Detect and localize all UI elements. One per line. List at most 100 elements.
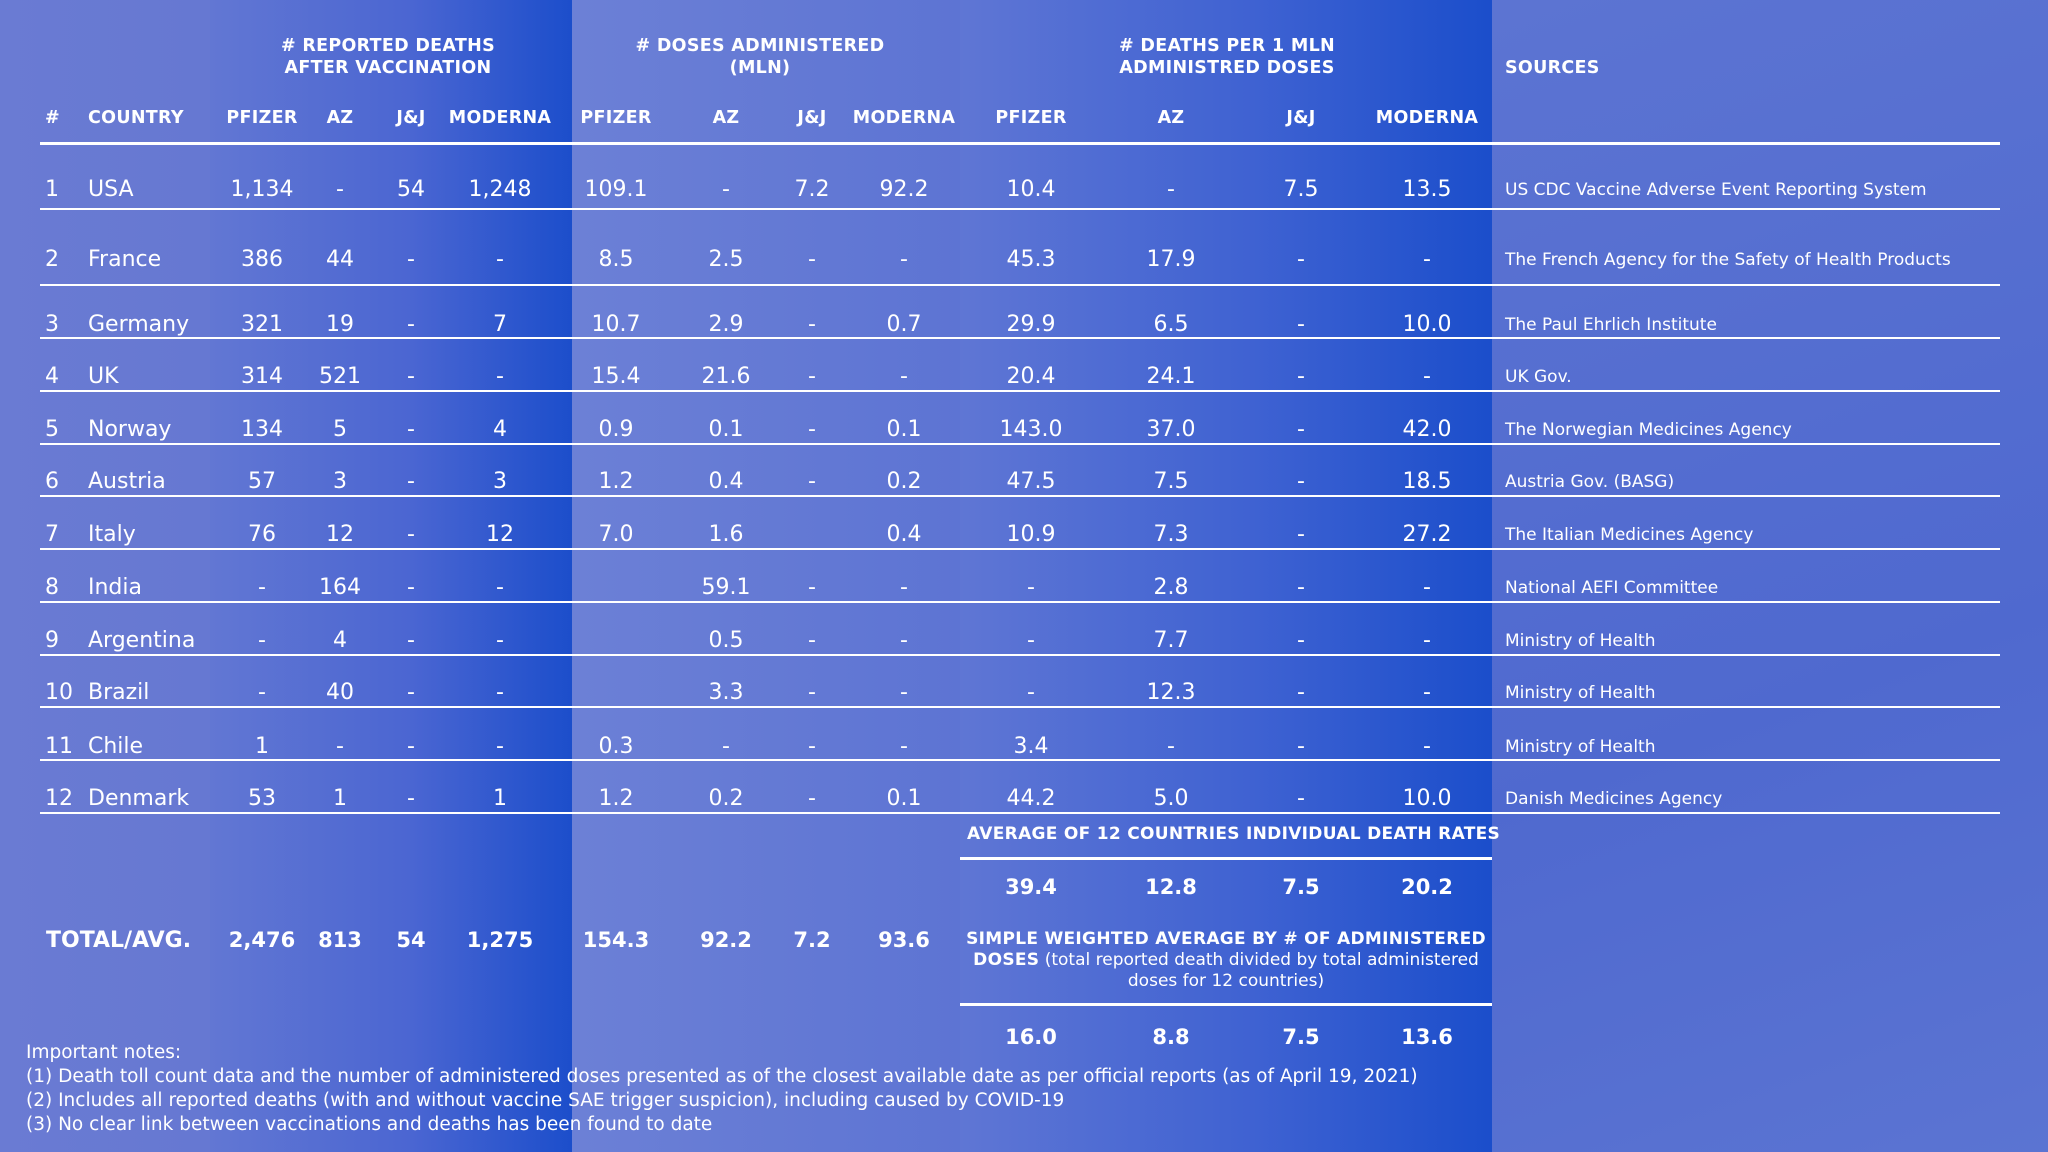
deaths-moderna-cell: - [496,628,504,653]
row-divider [40,337,2000,339]
deaths-az-cell: 40 [326,680,354,705]
deaths-moderna-cell: 7 [493,312,507,337]
deaths-pfizer-cell: 386 [241,247,283,272]
column-header-num: # [45,108,60,128]
deaths-moderna-cell: 4 [493,417,507,442]
deaths-az-cell: 19 [326,312,354,337]
totals-label: TOTAL/AVG. [46,928,192,953]
deaths-az-cell: 1 [333,786,347,811]
column-header-doses-pfizer: PFIZER [580,108,652,128]
note-2: (2) Includes all reported deaths (with a… [26,1090,1065,1111]
source-cell: The Norwegian Medicines Agency [1505,420,1792,440]
rate-pfizer-cell: 45.3 [1006,247,1056,272]
rate-moderna-cell: - [1423,628,1431,653]
weighted-average-title: SIMPLE WEIGHTED AVERAGE BY # OF ADMINIST… [966,929,1486,949]
doses-moderna-cell: - [900,734,908,759]
row-number: 10 [45,680,73,705]
note-1: (1) Death toll count data and the number… [26,1066,1418,1087]
weighted-average-jj: 7.5 [1282,1025,1320,1049]
rate-pfizer-cell: - [1027,628,1035,653]
rate-az-cell: 2.8 [1153,575,1189,600]
country-name: Germany [88,312,190,337]
rate-pfizer-cell: 44.2 [1006,786,1056,811]
doses-pfizer-cell: 0.9 [598,417,634,442]
row-number: 11 [45,734,73,759]
doses-jj-cell: - [808,628,816,653]
row-divider [40,812,2000,814]
deaths-pfizer-cell: 314 [241,364,283,389]
weighted-average-az: 8.8 [1152,1025,1190,1049]
deaths-moderna-cell: 1,248 [468,177,532,202]
country-name: Brazil [88,680,150,705]
doses-moderna-cell: 0.7 [886,312,922,337]
group-header-sources: SOURCES [1505,58,1600,78]
column-header-deaths-jj: J&J [396,108,426,128]
source-cell: Ministry of Health [1505,737,1656,757]
column-header-doses-az: AZ [712,108,740,128]
header-divider [40,142,2000,145]
weighted-average-note-2: doses for 12 countries) [1127,971,1325,991]
background-left-band [0,0,210,1152]
country-name: Denmark [88,786,190,811]
background-doses-band [572,0,960,1152]
country-name: USA [88,177,134,202]
simple-average-moderna: 20.2 [1401,875,1453,899]
rate-az-cell: 24.1 [1146,364,1196,389]
deaths-moderna-cell: - [496,734,504,759]
group-header-rate-line2: ADMINISTRED DOSES [1119,58,1335,78]
source-cell: The Italian Medicines Agency [1505,525,1754,545]
doses-az-cell: - [722,734,730,759]
deaths-moderna-cell: - [496,575,504,600]
weighted-average-pfizer: 16.0 [1005,1025,1057,1049]
doses-az-cell: 0.5 [708,628,744,653]
rate-pfizer-cell: 47.5 [1006,469,1056,494]
weighted-average-note-1: (total reported death divided by total a… [1044,950,1479,970]
deaths-jj-cell: - [407,247,415,272]
doses-jj-cell: - [808,312,816,337]
group-header-doses-line1: # DOSES ADMINISTERED [635,36,885,56]
deaths-jj-cell: - [407,469,415,494]
doses-moderna-cell: - [900,575,908,600]
country-name: Argentina [88,628,196,653]
column-header-deaths-az: AZ [326,108,354,128]
rate-jj-cell: - [1297,469,1305,494]
row-number: 5 [45,417,59,442]
column-header-rate-moderna: MODERNA [1375,108,1479,128]
doses-pfizer-cell: 1.2 [598,469,634,494]
source-cell: National AEFI Committee [1505,578,1719,598]
rate-pfizer-cell: 10.9 [1006,522,1056,547]
source-cell: Ministry of Health [1505,683,1656,703]
group-header-doses-line2: (MLN) [729,58,791,78]
rate-moderna-cell: 42.0 [1402,417,1452,442]
row-divider [40,208,2000,210]
rate-jj-cell: - [1297,734,1305,759]
doses-jj-cell: 7.2 [794,177,830,202]
rate-jj-cell: - [1297,786,1305,811]
rate-pfizer-cell: 29.9 [1006,312,1056,337]
doses-moderna-cell: 0.1 [886,786,922,811]
deaths-moderna-cell: - [496,247,504,272]
rate-jj-cell: - [1297,417,1305,442]
row-divider [40,284,2000,286]
rate-moderna-cell: 18.5 [1402,469,1452,494]
row-divider [40,495,2000,497]
rate-az-cell: 6.5 [1153,312,1189,337]
deaths-jj-cell: 54 [397,177,425,202]
deaths-az-cell: - [336,177,344,202]
rate-az-cell: 7.5 [1153,469,1189,494]
deaths-jj-cell: - [407,575,415,600]
column-header-rate-jj: J&J [1286,108,1316,128]
column-header-rate-az: AZ [1157,108,1185,128]
doses-jj-cell: - [808,417,816,442]
deaths-moderna-cell: - [496,680,504,705]
deaths-jj-cell: - [407,680,415,705]
rate-jj-cell: - [1297,247,1305,272]
doses-az-cell: 1.6 [708,522,744,547]
row-number: 12 [45,786,73,811]
row-number: 8 [45,575,59,600]
row-divider [40,548,2000,550]
deaths-jj-cell: - [407,628,415,653]
rate-jj-cell: - [1297,628,1305,653]
doses-pfizer-cell: 15.4 [591,364,641,389]
simple-average-pfizer: 39.4 [1005,875,1057,899]
